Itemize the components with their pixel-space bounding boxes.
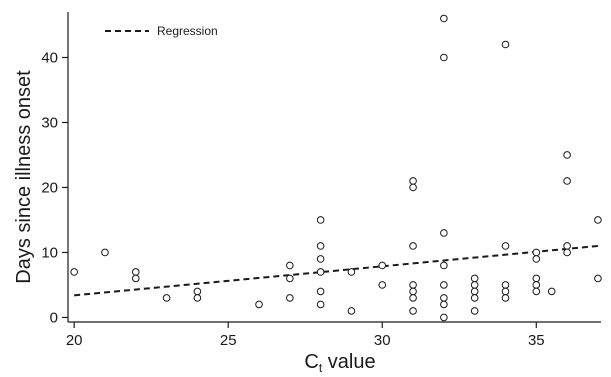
data-point — [193, 294, 202, 302]
x-axis-title-subscript: t — [319, 361, 323, 375]
data-point — [286, 294, 294, 302]
x-tick-label: 20 — [66, 332, 83, 349]
x-tick-label: 30 — [374, 332, 391, 349]
data-point — [501, 287, 510, 296]
data-point — [409, 294, 417, 302]
data-point — [501, 40, 510, 49]
data-point — [532, 255, 541, 263]
data-point — [563, 151, 571, 159]
data-point — [532, 287, 541, 296]
x-axis-title-main: C — [304, 351, 318, 373]
x-tick-label: 35 — [528, 332, 545, 349]
data-point — [470, 274, 479, 283]
data-point — [286, 261, 294, 270]
data-point — [440, 294, 448, 302]
data-point — [470, 307, 479, 315]
axes: 20 25 30 35 0 10 20 30 40 — [41, 12, 601, 349]
data-point — [594, 274, 602, 283]
data-point — [440, 300, 448, 309]
data-point — [101, 248, 109, 257]
data-point — [70, 268, 78, 276]
data-point — [563, 242, 571, 250]
data-point — [255, 300, 263, 309]
data-point — [409, 177, 417, 185]
y-tick-label: 30 — [41, 114, 58, 131]
data-point — [470, 287, 479, 296]
data-point — [409, 307, 417, 315]
legend: Regression — [105, 24, 218, 38]
data-point — [440, 229, 448, 237]
y-tick-label: 0 — [50, 309, 58, 326]
data-point — [193, 287, 202, 296]
data-point — [347, 307, 356, 315]
plot-area — [70, 14, 602, 322]
data-point — [470, 294, 479, 302]
data-point — [409, 281, 417, 289]
data-point — [409, 287, 417, 296]
data-point — [316, 287, 325, 296]
data-point — [440, 281, 448, 289]
x-tick-label: 25 — [220, 332, 237, 349]
data-point — [409, 242, 417, 250]
data-point — [409, 183, 417, 192]
data-point — [532, 248, 541, 257]
y-axis-title: Days since illness onset — [13, 70, 35, 284]
data-point — [378, 281, 387, 289]
data-point — [378, 261, 387, 270]
data-point — [594, 216, 602, 224]
data-point — [316, 242, 325, 250]
data-point — [440, 53, 448, 62]
data-point — [347, 268, 356, 276]
data-point — [501, 281, 510, 289]
data-point — [563, 248, 571, 257]
legend-label: Regression — [157, 24, 218, 38]
data-point — [532, 274, 541, 283]
x-axis-title: Ct value — [304, 351, 375, 375]
y-tick-label: 40 — [41, 49, 58, 66]
data-point — [131, 274, 140, 283]
y-tick-label: 20 — [41, 179, 58, 196]
data-point — [501, 242, 510, 250]
data-point — [547, 287, 556, 296]
data-point — [563, 177, 571, 185]
regression-line — [74, 244, 599, 297]
data-point — [316, 255, 325, 263]
data-point — [440, 261, 448, 270]
data-point — [470, 281, 479, 289]
x-axis-title-rest: value — [322, 351, 375, 373]
data-point — [440, 313, 448, 322]
data-point — [316, 216, 325, 224]
y-tick-label: 10 — [41, 244, 58, 261]
data-point — [131, 268, 140, 276]
data-point — [316, 268, 325, 276]
data-point — [162, 294, 171, 302]
data-point — [316, 300, 325, 309]
data-point — [440, 14, 448, 23]
data-point — [501, 294, 510, 302]
data-point — [532, 281, 541, 289]
data-point — [286, 274, 294, 283]
